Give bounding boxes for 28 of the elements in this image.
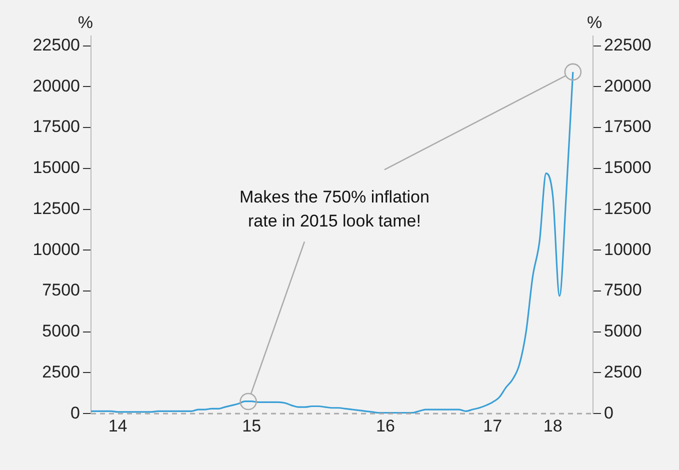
y-tick-label: 7500	[42, 280, 80, 300]
y2-axis-title: %	[587, 13, 602, 32]
y2-tick-label: 2500	[604, 362, 642, 382]
y2-tick-label: 15000	[604, 158, 652, 178]
x-tick-label: 15	[242, 416, 262, 436]
x-tick-label: 17	[483, 416, 502, 436]
y-tick-label: 15000	[32, 158, 80, 178]
y2-tick-label: 10000	[604, 240, 652, 259]
y-tick-label: 0	[70, 403, 80, 422]
x-tick-label: 14	[108, 416, 128, 436]
y-tick-label: 22500	[32, 35, 80, 54]
y-axis-title: %	[78, 13, 93, 32]
y-tick-label: 20000	[32, 76, 80, 96]
y2-tick-label: 20000	[604, 76, 652, 96]
y2-tick-label: 7500	[604, 280, 642, 300]
y2-tick-label: 12500	[604, 198, 652, 218]
x-tick-label: 16	[376, 416, 395, 436]
annotation: Makes the 750% inflation rate in 2015 look tame!	[239, 187, 430, 230]
y-tick-label: 5000	[42, 322, 80, 341]
x-tick-label: 18	[543, 416, 562, 436]
y-tick-label: 12500	[32, 198, 80, 218]
y2-tick-label: 0	[604, 403, 614, 422]
y2-tick-label: 22500	[604, 35, 652, 54]
y-tick-label: 10000	[32, 240, 80, 259]
y2-tick-label: 17500	[604, 117, 652, 136]
y-tick-label: 17500	[32, 117, 80, 136]
y-tick-label: 2500	[42, 362, 80, 382]
y2-tick-label: 5000	[604, 322, 642, 341]
